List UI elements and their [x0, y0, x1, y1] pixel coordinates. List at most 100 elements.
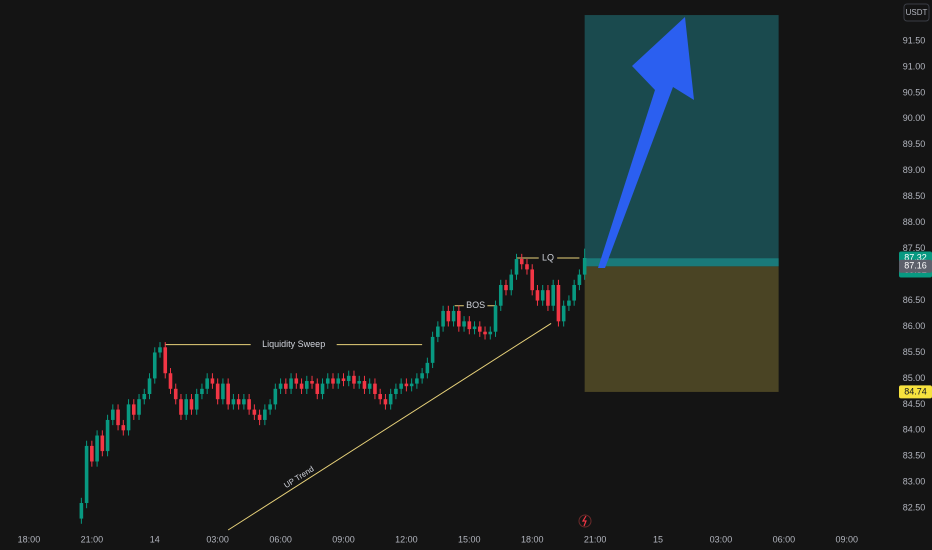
candle-body — [530, 269, 535, 291]
candle-body — [189, 399, 194, 410]
candle-body — [294, 378, 299, 384]
price-label: 84.74 — [904, 386, 927, 396]
candle-body — [540, 290, 545, 301]
candle-body — [567, 300, 571, 306]
candle-body — [79, 503, 84, 519]
candle-body — [556, 284, 561, 322]
x-tick-label: 18:00 — [521, 534, 544, 544]
y-tick-label: 86.50 — [903, 295, 926, 305]
annotation-label-bg — [463, 298, 488, 313]
axis-layer: 82.50 83.00 83.50 84.00 84.50 85.00 85.50 86.00… — [18, 35, 932, 544]
candle-body — [367, 383, 372, 389]
event-icon — [578, 514, 592, 528]
candle-body — [289, 378, 293, 389]
x-tick-label: 12:00 — [395, 534, 418, 544]
candle-body — [331, 378, 335, 384]
candle-body — [409, 383, 414, 387]
candle-body — [116, 409, 120, 426]
x-tick-label: 21:00 — [584, 534, 607, 544]
candle-body — [205, 378, 209, 389]
candle-body — [173, 388, 178, 400]
candle-body — [399, 383, 403, 389]
annotation-label: Liquidity Sweep — [262, 339, 325, 349]
x-tick-label: 21:00 — [81, 534, 104, 544]
entry-band — [584, 258, 779, 267]
candle-body — [493, 305, 498, 332]
currency-label: USDT — [906, 8, 928, 17]
candle-body — [105, 419, 110, 452]
candle-body — [263, 409, 267, 420]
candle-body — [546, 290, 550, 306]
candle-body — [373, 383, 377, 394]
candle-body — [158, 347, 162, 353]
y-tick-label: 91.50 — [903, 35, 926, 45]
candle-body — [231, 399, 236, 405]
y-tick-label: 83.50 — [903, 451, 926, 461]
price-label: 87.16 — [904, 261, 927, 271]
candle-body — [247, 399, 251, 410]
candle-body — [268, 404, 272, 410]
price-label-box — [899, 385, 932, 399]
candle-body — [221, 383, 225, 400]
candle-body — [415, 378, 419, 384]
candle-body — [441, 310, 445, 327]
y-tick-label: 91.00 — [903, 61, 926, 71]
currency-box — [903, 3, 930, 22]
x-tick-label: 06:00 — [773, 534, 796, 544]
candle-body — [147, 378, 152, 394]
candle-body — [95, 435, 99, 462]
y-tick-label: 84.50 — [903, 399, 926, 409]
candle-body — [152, 352, 157, 379]
candle-body — [425, 362, 430, 374]
y-tick-label: 83.00 — [903, 477, 926, 487]
y-tick-label: 85.50 — [903, 347, 926, 357]
y-tick-label: 89.50 — [903, 139, 926, 149]
candle-body — [304, 381, 309, 389]
candle-body — [242, 399, 246, 405]
annotation-label: LQ — [542, 252, 554, 262]
candle-body — [436, 326, 440, 337]
y-tick-label: 88.50 — [903, 191, 926, 201]
candle-body — [498, 284, 503, 306]
target-arrow — [598, 17, 694, 268]
candle-body — [299, 383, 304, 389]
candle-body — [346, 375, 351, 382]
candle-body — [310, 381, 314, 384]
y-tick-label: 90.00 — [903, 113, 926, 123]
candle-body — [163, 347, 168, 374]
y-tick-label: 90.50 — [903, 87, 926, 97]
candle-body — [121, 425, 126, 431]
candle-body — [519, 259, 524, 265]
candle-body — [168, 373, 173, 389]
candle-body — [561, 305, 566, 322]
candle-body — [577, 274, 582, 285]
candle-body — [535, 290, 540, 301]
annotation-line — [227, 322, 552, 531]
candle-body — [100, 435, 105, 452]
x-tick-label: 15:00 — [458, 534, 481, 544]
candle-body — [462, 321, 466, 327]
candle-body — [509, 274, 514, 291]
candle-body — [184, 399, 189, 415]
y-tick-label: 84.00 — [903, 425, 926, 435]
candle-body — [236, 399, 241, 405]
candle-body — [467, 321, 472, 330]
loss-zone — [584, 266, 779, 392]
annotation-label-bg — [538, 250, 558, 265]
candle-body — [273, 388, 278, 405]
candle-body — [451, 310, 456, 322]
candle-body — [90, 445, 94, 462]
x-tick-label: 06:00 — [269, 534, 292, 544]
candle-body — [137, 399, 141, 415]
candle-body — [252, 409, 257, 415]
candle-body — [352, 375, 356, 384]
x-tick-label: 03:00 — [206, 534, 229, 544]
y-tick-label: 88.00 — [903, 217, 926, 227]
x-tick-label: 18:00 — [18, 534, 41, 544]
candle-body — [420, 373, 424, 379]
y-tick-label: 85.00 — [903, 373, 926, 383]
price-label: 87.32 — [904, 252, 927, 262]
